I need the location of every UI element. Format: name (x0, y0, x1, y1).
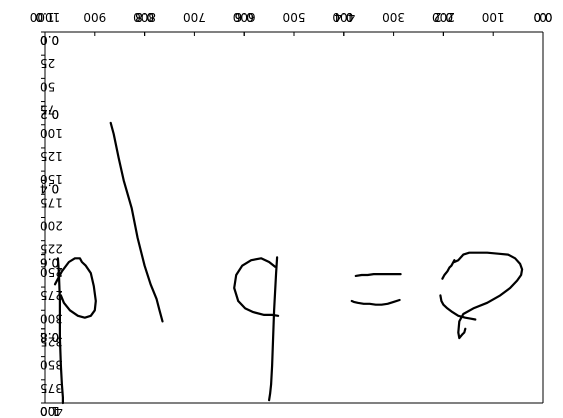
outer-axes-ytick-0.0: 0.0 (40, 33, 59, 47)
series-handwriting-equals-top (354, 273, 402, 277)
image-axes-ytick-125: 125 (40, 149, 63, 163)
axes-frame (41, 31, 544, 404)
image-axes-ytick-0: 0 (40, 33, 48, 47)
inner-axes-ytick-0.8: 0.8 (40, 330, 59, 344)
image-axes-xtick-700: 700 (183, 10, 206, 24)
handwriting-strokes (53, 121, 524, 405)
series-handwriting-p-loop (233, 257, 280, 317)
inner-axes-xtick-0.2: 0.2 (434, 10, 453, 24)
outer-axes-xtick-0.2: 0.2 (434, 10, 453, 24)
outer-axes-ytick-0.6: 0.6 (40, 256, 59, 270)
outer-axes-ytick-1.0: 1.0 (40, 404, 59, 418)
image-axes-ytick-250: 250 (40, 265, 63, 279)
image-axes-ytick-50: 50 (40, 79, 55, 93)
image-axes-xtick-100: 100 (482, 10, 505, 24)
inner-axes-xtick-0.4: 0.4 (334, 10, 353, 24)
image-axes-ytick-300: 300 (40, 311, 63, 325)
outer-axes-ytick-0.4: 0.4 (40, 181, 59, 195)
outer-axes-xtick-0.0: 0.0 (533, 10, 552, 24)
outer-axes-xtick-1.0: 1.0 (35, 10, 54, 24)
inner-axes-ytick-0.0: 0.0 (40, 33, 59, 47)
inner-axes-xtick-0.0: 0.0 (533, 10, 552, 24)
inner-axes-xtick-0.8: 0.8 (135, 10, 154, 24)
series-handwriting-equals-bottom (350, 298, 401, 306)
outer-axes-xtick-0.6: 0.6 (235, 10, 254, 24)
series-handwriting-a-tail (439, 294, 477, 321)
image-axes-ytick-350: 350 (40, 358, 63, 372)
inner-axes-xtick-0.6: 0.6 (235, 10, 254, 24)
inner-axes-ytick-0.6: 0.6 (40, 256, 59, 270)
image-axes-ytick-175: 175 (40, 195, 63, 209)
series-handwriting-b-loop (53, 257, 97, 319)
image-axes-ytick-275: 275 (40, 288, 63, 302)
image-axes-ytick-375: 375 (40, 381, 63, 395)
series-handwriting-p-stem (268, 256, 279, 402)
image-axes-ytick-75: 75 (40, 103, 55, 117)
image-axes-ytick-225: 225 (40, 242, 63, 256)
series-handwriting-a (441, 251, 524, 340)
image-axes-xtick-600: 600 (233, 10, 256, 24)
image-axes-ytick-150: 150 (40, 172, 63, 186)
inner-axes-ytick-0.2: 0.2 (40, 107, 59, 121)
image-axes-xtick-0: 0 (539, 10, 547, 24)
outer-axes-ytick-0.2: 0.2 (40, 107, 59, 121)
outer-axes-xtick-0.8: 0.8 (135, 10, 154, 24)
image-axes-ytick-100: 100 (40, 126, 63, 140)
inner-axes-ytick-0.4: 0.4 (40, 181, 59, 195)
image-axes-xtick-300: 300 (382, 10, 405, 24)
image-axes-xtick-1000: 1000 (30, 10, 61, 24)
image-axes-ytick-25: 25 (40, 56, 55, 70)
image-axes-ytick-200: 200 (40, 219, 63, 233)
inner-axes-ytick-1.0: 1.0 (40, 404, 59, 418)
outer-axes-xtick-0.4: 0.4 (334, 10, 353, 24)
image-axes-ytick-325: 325 (40, 334, 63, 348)
inner-axes-xtick-1.0: 1.0 (35, 10, 54, 24)
image-axes-xtick-500: 500 (283, 10, 306, 24)
series-handwriting-slash (109, 121, 164, 323)
image-axes-xtick-900: 900 (83, 10, 106, 24)
image-axes-ytick-400: 400 (40, 404, 63, 418)
image-axes-xtick-400: 400 (332, 10, 355, 24)
tick-labels: 0.00.20.40.60.81.00.00.20.40.60.81.00.00… (30, 10, 553, 418)
outer-axes-ytick-0.8: 0.8 (40, 330, 59, 344)
image-axes-xtick-200: 200 (432, 10, 455, 24)
image-axes-xtick-800: 800 (133, 10, 156, 24)
